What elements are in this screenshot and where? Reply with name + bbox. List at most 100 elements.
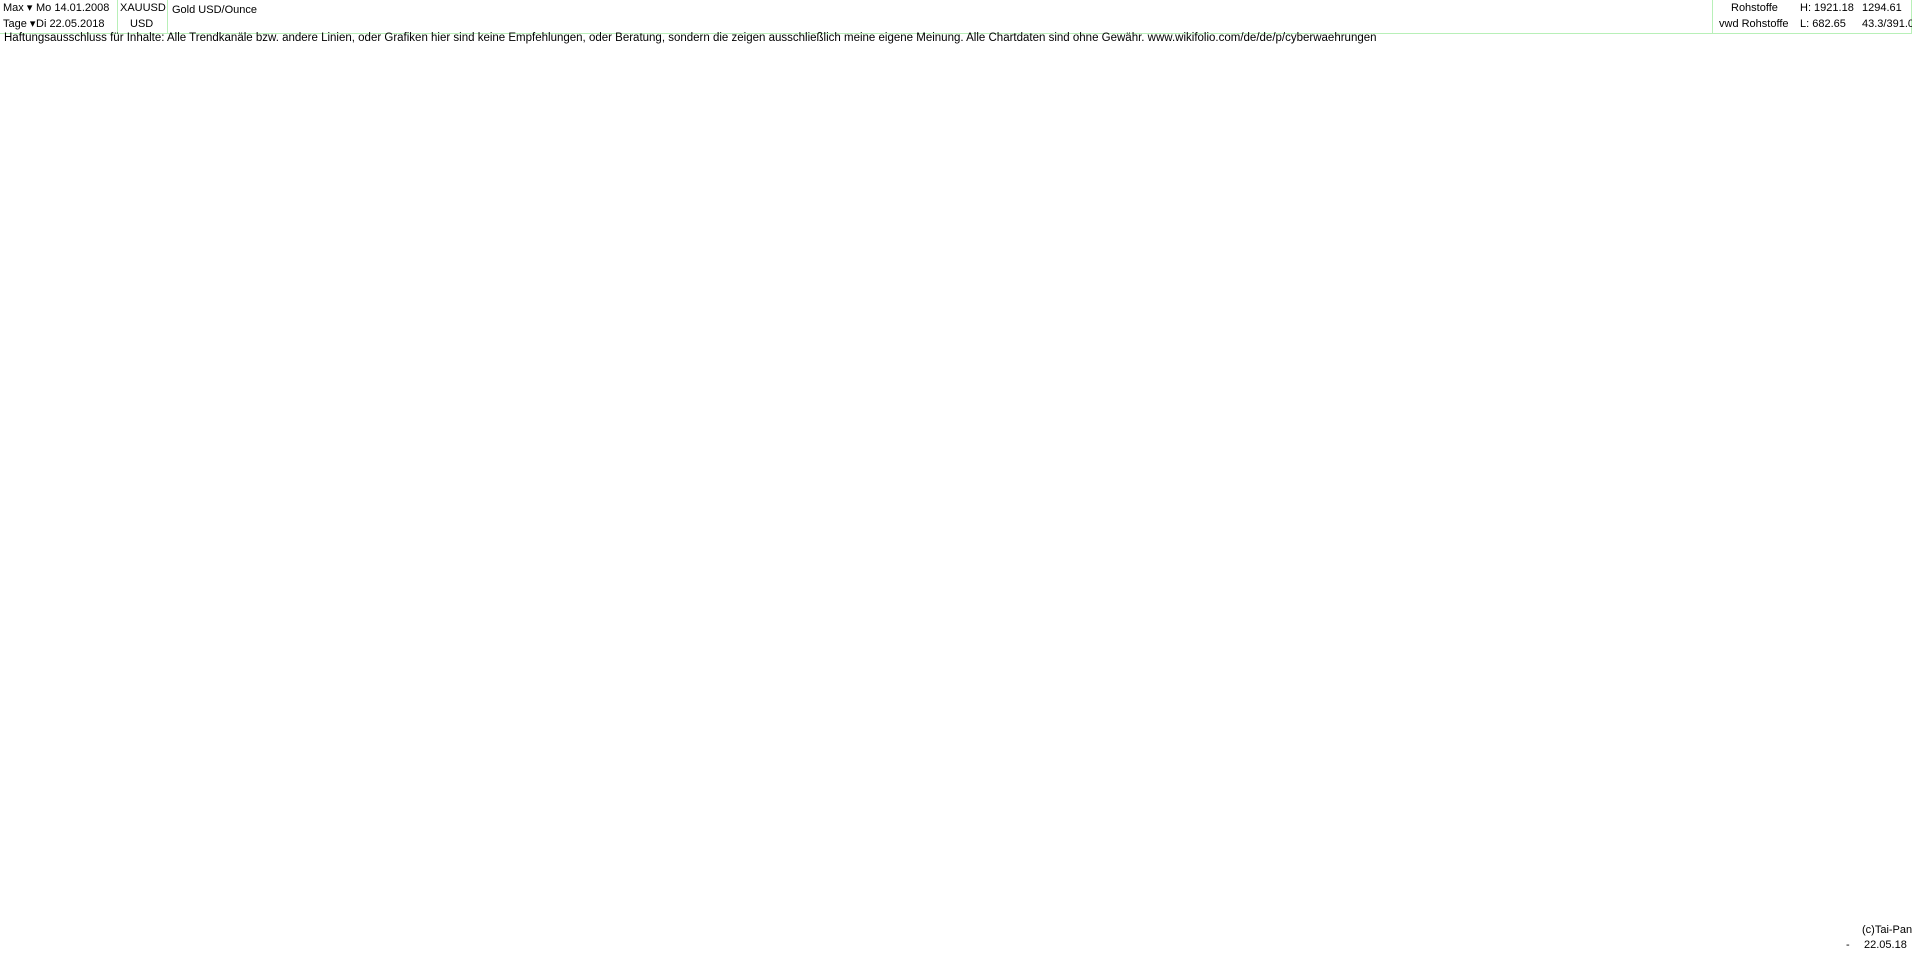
x-tick-label: 07 12 <box>783 939 811 951</box>
x-tick-label: 07 09 <box>248 939 276 951</box>
resistance-trendline <box>651 228 1642 574</box>
upper-channel-trendline <box>0 39 1849 335</box>
category: Rohstoffe <box>1731 2 1778 14</box>
y-tick-label: 1300.00 <box>1863 557 1903 569</box>
x-tick-label: 01 09 <box>160 939 188 951</box>
x-tick-label: 11 17 <box>1736 939 1763 951</box>
x-tick-label: 05 14 <box>1110 939 1138 951</box>
x-tick-label: 03 17 <box>1616 939 1644 951</box>
x-tick-label: 09 10 <box>457 939 485 951</box>
x-tick-label: 07 17 <box>1675 939 1703 951</box>
x-tick-label: 07 08 <box>70 939 98 951</box>
x-tick-label: 05 09 <box>218 939 246 951</box>
year-band <box>887 48 1066 922</box>
year-band <box>530 48 709 922</box>
extra-value: 43.3/391.0 <box>1862 18 1912 30</box>
x-tick-label: 05 17 <box>1646 939 1674 951</box>
range-dropdown[interactable]: Max ▾ <box>3 0 32 16</box>
x-tick-label: 05 10 <box>397 939 425 951</box>
last-price-label: 1294.65 <box>1861 572 1901 584</box>
x-tick-label: 11 16 <box>1558 939 1585 951</box>
x-tick-label: 03 16 <box>1438 939 1466 951</box>
y-tick-label: 1800.00 <box>1863 293 1903 305</box>
symbol-box <box>118 0 168 34</box>
lower-channel-trendline <box>0 642 1849 944</box>
y-tick-label: 1700.00 <box>1863 348 1903 360</box>
x-tick-label: 09 12 <box>814 939 842 951</box>
x-tick-label: 11 12 <box>844 939 871 951</box>
high-value: H: 1921.18 <box>1800 2 1854 14</box>
x-tick-label: 11 11 <box>666 939 692 951</box>
y-tick-label: 1100.00 <box>1863 679 1902 691</box>
x-tick-label: 01 15 <box>1230 939 1258 951</box>
price-bars-down <box>0 235 1849 896</box>
chevron-down-icon: ▾ <box>29 18 36 30</box>
x-tick-label: 11 08 <box>130 939 157 951</box>
x-tick-label: 09 11 <box>635 939 662 951</box>
x-tick-label: 09 08 <box>100 939 128 951</box>
price-bars-up <box>1 232 1847 895</box>
x-tick-label: 01 11 <box>517 939 544 951</box>
x-tick-label: 03 14 <box>1080 939 1108 951</box>
year-band <box>1243 48 1423 922</box>
last-date: 22.05.18 <box>1864 939 1907 951</box>
x-tick-label: 01 17 <box>1587 939 1615 951</box>
x-tick-label: 05 16 <box>1467 939 1495 951</box>
x-tick-label: 09 16 <box>1527 939 1555 951</box>
x-tick-label: 05 13 <box>932 939 960 951</box>
x-tick-label: 05 12 <box>754 939 782 951</box>
x-tick-label: 03 11 <box>546 939 573 951</box>
interval-dropdown[interactable]: Tage ▾ <box>3 16 35 32</box>
x-tick-label: 03 10 <box>367 939 395 951</box>
x-tick-label: 11 10 <box>487 939 514 951</box>
x-tick-label: 05 15 <box>1289 939 1317 951</box>
interval-label: Tage <box>3 18 27 30</box>
x-tick-label: 09 09 <box>278 939 306 951</box>
year-band <box>1600 48 1780 922</box>
x-tick-label: 11 15 <box>1379 939 1406 951</box>
upper-small-channel-trendline <box>1392 453 1849 559</box>
copyright: (c)Tai-Pan <box>1862 924 1912 936</box>
y-tick-label: 2200.00 <box>1863 72 1903 84</box>
last-price-box <box>1857 568 1912 585</box>
last-value: 1294.61 <box>1862 2 1902 14</box>
disclaimer: Haftungsausschluss für Inhalte: Alle Tre… <box>4 32 1377 44</box>
x-tick-label: 01 12 <box>695 939 723 951</box>
x-tick-label: 11 13 <box>1022 939 1049 951</box>
instrument-name: Gold USD/Ounce <box>172 4 257 16</box>
y-tick-label: 1600.00 <box>1863 403 1903 415</box>
y-tick-label: 2100.00 <box>1863 127 1903 139</box>
range-label: Max <box>3 2 24 14</box>
symbol: XAUUSD <box>120 2 166 14</box>
up-arrow-icon <box>1846 913 1854 919</box>
start-date[interactable]: Mo 14.01.2008 <box>36 2 110 14</box>
y-tick-label: 1200.00 <box>1863 624 1903 636</box>
x-tick-label: 07 15 <box>1318 939 1346 951</box>
chevron-down-icon: ▾ <box>26 2 33 14</box>
x-tick-label: 03 13 <box>902 939 930 951</box>
end-date[interactable]: Di 22.05.2018 <box>36 18 105 30</box>
name-box <box>168 0 1712 34</box>
x-tick-label: 01 13 <box>873 939 901 951</box>
x-tick-label: 01 14 <box>1052 939 1080 951</box>
lower-small-channel-trendline <box>1413 611 1849 712</box>
x-tick-label: 11 09 <box>309 939 336 951</box>
x-tick-label: 09 17 <box>1706 939 1734 951</box>
x-tick-label: 01 18 <box>1765 939 1793 951</box>
source: vwd Rohstoffe <box>1719 18 1789 30</box>
currency: USD <box>130 18 154 30</box>
x-tick-label: 03 09 <box>188 939 216 951</box>
x-tick-label: 01 16 <box>1408 939 1436 951</box>
x-tick-label: 07 11 <box>605 939 632 951</box>
x-tick-label: 09 14 <box>1170 939 1198 951</box>
x-tick-label: 07 16 <box>1497 939 1525 951</box>
x-tick-label: 03 18 <box>1794 939 1822 951</box>
x-tick-label: 09 15 <box>1349 939 1377 951</box>
y-tick-label: 700.00 <box>1863 900 1897 912</box>
x-tick-label: 01 10 <box>338 939 366 951</box>
y-tick-label: 2000.00 <box>1863 182 1903 194</box>
range-selector-box <box>0 0 118 34</box>
low-value: L: 682.65 <box>1800 18 1846 30</box>
x-tick-label: 05 08 <box>40 939 68 951</box>
